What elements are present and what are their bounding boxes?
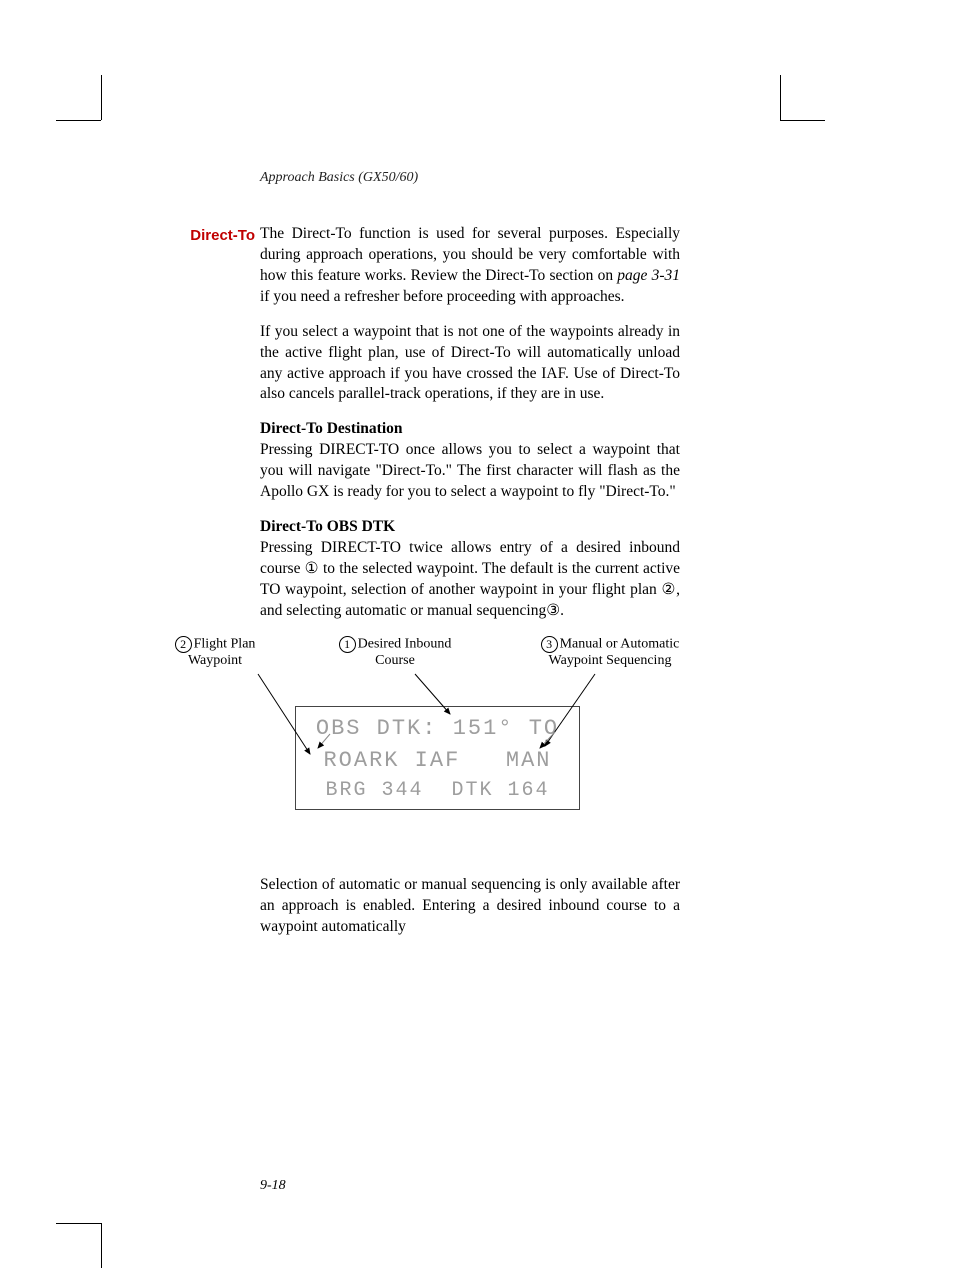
body-text: The Direct-To function is used for sever… xyxy=(260,224,680,951)
paragraph-4: Pressing DIRECT-TO twice allows entry of… xyxy=(260,538,680,622)
callout-3: 3Manual or Automatic Waypoint Sequencing xyxy=(515,636,705,669)
lcd-line-3: BRG 344 DTK 164 xyxy=(300,776,575,805)
running-head: Approach Basics (GX50/60) xyxy=(260,170,740,186)
lcd-line-1: OBS DTK: 151° TO xyxy=(300,713,575,745)
callout-1: 1Desired Inbound Course xyxy=(315,636,475,669)
callout-2: 2Flight Plan Waypoint xyxy=(155,636,275,669)
lcd-display: OBS DTK: 151° TO ROARK IAF MAN BRG 344 D… xyxy=(295,706,580,811)
paragraph-1: The Direct-To function is used for sever… xyxy=(260,224,680,308)
paragraph-2: If you select a waypoint that is not one… xyxy=(260,322,680,406)
subhead-1: Direct-To Destination xyxy=(260,419,680,440)
lcd-line-2: ROARK IAF MAN xyxy=(300,745,575,777)
page-number: 9-18 xyxy=(260,1178,286,1194)
paragraph-5: Selection of automatic or manual sequenc… xyxy=(260,875,680,938)
paragraph-3: Pressing DIRECT-TO once allows you to se… xyxy=(260,440,680,503)
subhead-2: Direct-To OBS DTK xyxy=(260,517,680,538)
obs-dtk-diagram: 2Flight Plan Waypoint 1Desired Inbound C… xyxy=(160,636,700,861)
